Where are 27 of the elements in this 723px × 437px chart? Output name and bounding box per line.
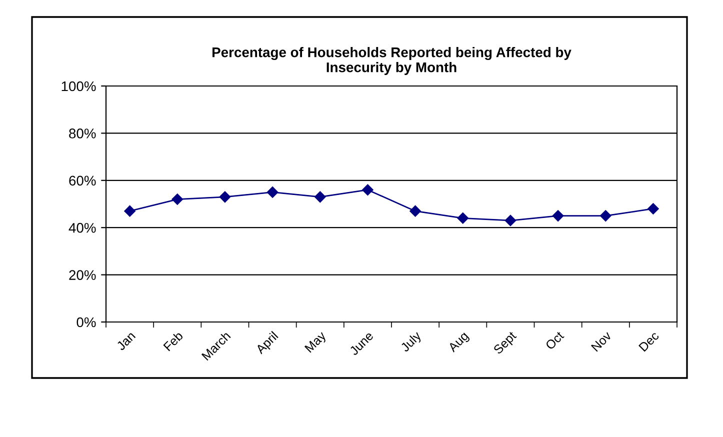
point	[457, 212, 468, 224]
y-tick-label: 20%	[69, 270, 96, 280]
point	[362, 184, 374, 196]
point	[219, 191, 231, 203]
x-tick-label: Oct	[544, 330, 564, 350]
point	[504, 214, 516, 226]
y-tick-label: 40%	[68, 222, 96, 233]
x-tick-label: Jan	[116, 331, 136, 351]
chart-title: Percentage of Households Reported being Affected by Insecurity by Month	[212, 47, 572, 75]
y-tick-label: 60%	[69, 176, 96, 186]
y-tick-label: 0%	[76, 317, 96, 328]
x-tick-label: Nov	[590, 330, 612, 352]
point	[314, 191, 326, 203]
x-tick-label: Dec	[638, 330, 660, 352]
point	[600, 210, 612, 222]
x-tick-label: Feb	[162, 330, 184, 352]
point	[552, 210, 564, 222]
x-tick-label: July	[400, 330, 424, 354]
point	[124, 205, 136, 217]
x-tick-label: May	[304, 330, 328, 355]
y-tick-label: 100%	[62, 81, 96, 92]
point	[266, 186, 278, 198]
y-tick-label: 80%	[69, 128, 96, 138]
point	[648, 203, 659, 214]
point	[172, 194, 183, 205]
point	[410, 205, 421, 217]
x-tick-label: Aug	[447, 331, 471, 354]
